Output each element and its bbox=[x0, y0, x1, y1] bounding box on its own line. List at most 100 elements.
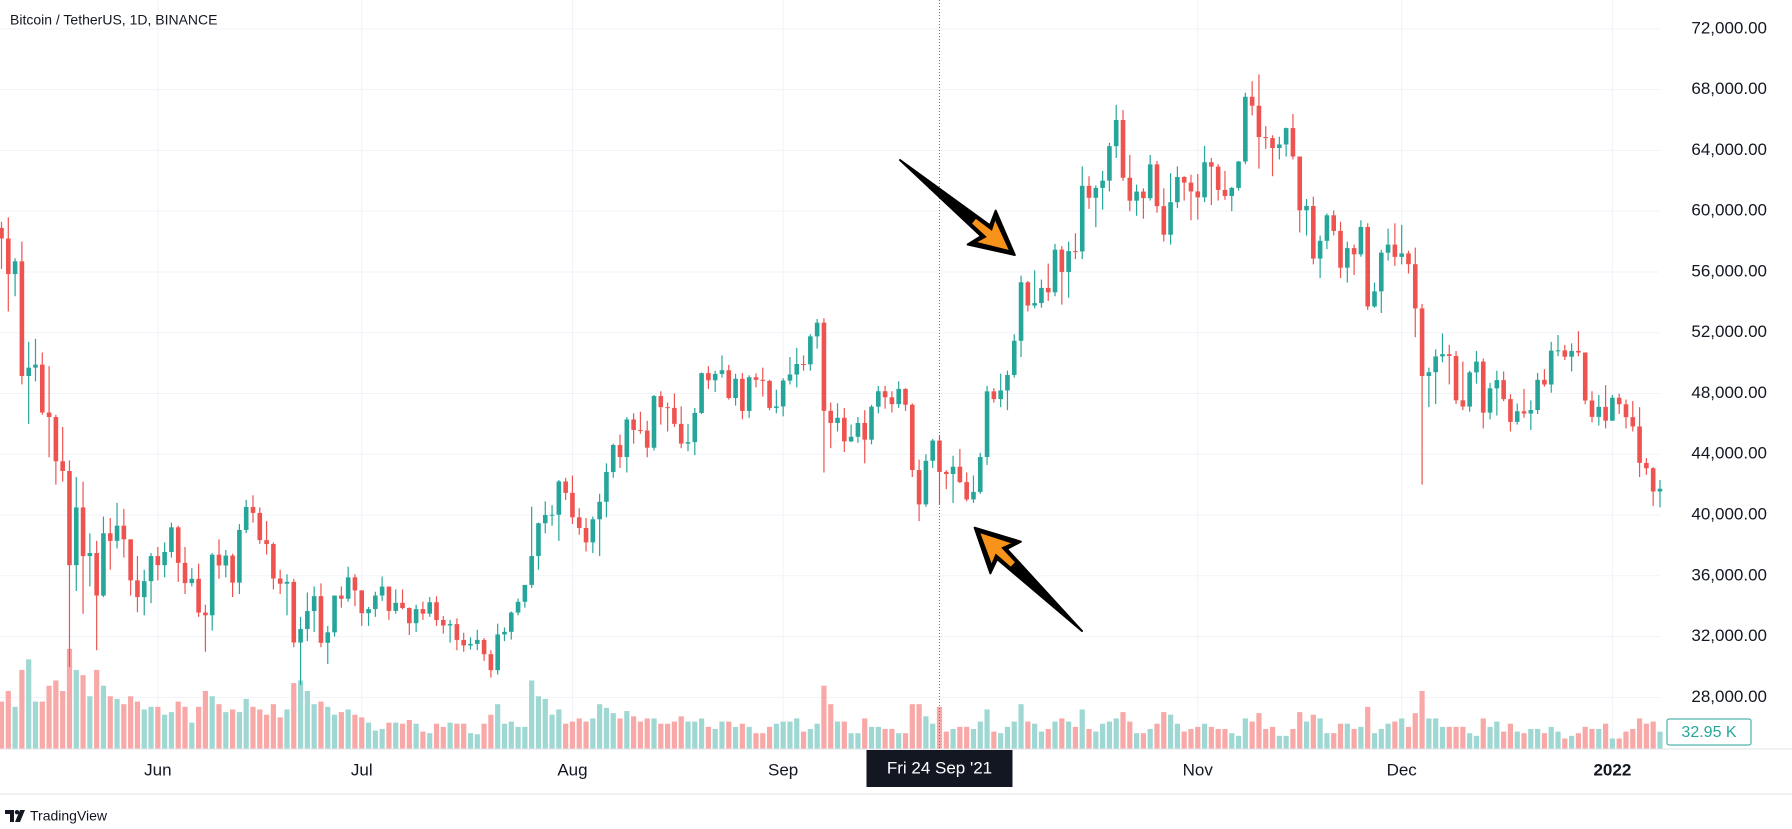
candle-body bbox=[665, 407, 670, 409]
x-tick-label: Aug bbox=[557, 760, 587, 779]
y-tick-label: 28,000.00 bbox=[1691, 687, 1767, 706]
candle-body bbox=[1283, 128, 1289, 145]
volume-bar bbox=[1086, 728, 1092, 749]
volume-bar bbox=[766, 726, 773, 749]
volume-bar bbox=[1487, 726, 1493, 749]
volume-bar bbox=[481, 723, 487, 749]
candle-body bbox=[570, 492, 575, 518]
volume-bar bbox=[386, 722, 392, 749]
candle-body bbox=[1399, 253, 1404, 257]
candle-body bbox=[1209, 162, 1214, 167]
volume-bar bbox=[821, 685, 827, 749]
volume-bar bbox=[1337, 723, 1344, 749]
volume-bar bbox=[787, 721, 793, 749]
volume-bar bbox=[957, 726, 963, 749]
volume-bar bbox=[964, 726, 970, 749]
volume-bar bbox=[73, 669, 79, 749]
volume-bar bbox=[257, 709, 263, 749]
volume-bar bbox=[461, 723, 467, 749]
volume-bar bbox=[1609, 738, 1615, 749]
candle-body bbox=[1378, 252, 1384, 292]
volume-bar bbox=[1072, 726, 1079, 749]
candle-body bbox=[1508, 399, 1513, 422]
candle-body bbox=[447, 624, 453, 626]
x-tick-label: Jul bbox=[351, 760, 373, 779]
volume-bar bbox=[270, 704, 276, 749]
volume-bar bbox=[726, 721, 732, 749]
candle-body bbox=[94, 553, 99, 596]
candle-body bbox=[1249, 96, 1255, 106]
candle-body bbox=[896, 388, 902, 405]
candle-body bbox=[1372, 291, 1377, 307]
candle-body bbox=[434, 602, 439, 621]
candle-body bbox=[1358, 226, 1364, 255]
volume-bar bbox=[1229, 733, 1235, 749]
candle-body bbox=[1324, 215, 1330, 241]
volume-bar bbox=[991, 731, 997, 749]
candle-body bbox=[12, 261, 18, 275]
candle-body bbox=[386, 586, 392, 611]
volume-bar bbox=[1011, 721, 1017, 749]
volume-bar bbox=[1127, 721, 1133, 749]
volume-bar bbox=[32, 701, 39, 749]
candle-body bbox=[305, 611, 310, 629]
volume-bar bbox=[94, 669, 100, 749]
volume-bar bbox=[998, 733, 1004, 749]
candle-body bbox=[257, 512, 263, 541]
volume-bar bbox=[495, 704, 501, 749]
candle-body bbox=[1039, 287, 1044, 304]
volume-bar bbox=[814, 723, 820, 749]
volume-bar bbox=[1038, 731, 1045, 749]
volume-bar bbox=[1643, 723, 1649, 749]
volume-bar bbox=[875, 726, 881, 749]
volume-bar bbox=[80, 675, 86, 749]
volume-bar bbox=[128, 696, 134, 749]
candle-body bbox=[672, 407, 677, 424]
volume-bar bbox=[501, 723, 508, 749]
volume-bar bbox=[114, 698, 120, 749]
volume-bar bbox=[26, 659, 32, 749]
y-tick-label: 48,000.00 bbox=[1691, 383, 1767, 402]
volume-bar bbox=[1059, 718, 1065, 749]
volume-bar bbox=[1093, 731, 1099, 749]
volume-bar bbox=[372, 730, 378, 749]
volume-bar bbox=[365, 722, 372, 749]
candle-body bbox=[1426, 372, 1432, 377]
volume-bar bbox=[1636, 718, 1643, 749]
candle-body bbox=[651, 396, 657, 448]
volume-bar bbox=[1514, 731, 1520, 749]
candle-body bbox=[1610, 397, 1615, 421]
volume-bar bbox=[692, 721, 698, 749]
x-tick-label: Jun bbox=[144, 760, 171, 779]
x-tick-label: Nov bbox=[1183, 760, 1214, 779]
candle-body bbox=[753, 377, 759, 380]
volume-bar bbox=[440, 726, 446, 749]
candle-body bbox=[1644, 462, 1649, 469]
volume-bar bbox=[889, 728, 895, 749]
candle-body bbox=[502, 631, 507, 635]
candle-body bbox=[1460, 400, 1466, 407]
volume-bar bbox=[1602, 723, 1609, 749]
candle-body bbox=[46, 412, 52, 418]
candle-body bbox=[1290, 128, 1296, 157]
volume-bar bbox=[719, 721, 725, 749]
candle-body bbox=[1243, 96, 1248, 162]
candle-body bbox=[1181, 176, 1187, 183]
candle-body bbox=[196, 578, 201, 613]
volume-bar bbox=[746, 726, 752, 749]
candle-body bbox=[373, 595, 378, 610]
plot-area bbox=[0, 0, 1663, 749]
candle-body bbox=[767, 380, 772, 408]
volume-bar bbox=[1310, 714, 1316, 749]
volume-bar bbox=[896, 733, 902, 749]
volume-bar bbox=[1473, 735, 1480, 749]
candle-body bbox=[1311, 206, 1316, 259]
candle-body bbox=[366, 609, 371, 614]
volume-bar bbox=[1181, 731, 1187, 749]
volume-bar bbox=[909, 704, 915, 749]
volume-bar bbox=[1616, 738, 1622, 749]
volume-bar bbox=[610, 713, 616, 749]
volume-bar bbox=[420, 731, 426, 749]
candle-body bbox=[1535, 379, 1540, 411]
